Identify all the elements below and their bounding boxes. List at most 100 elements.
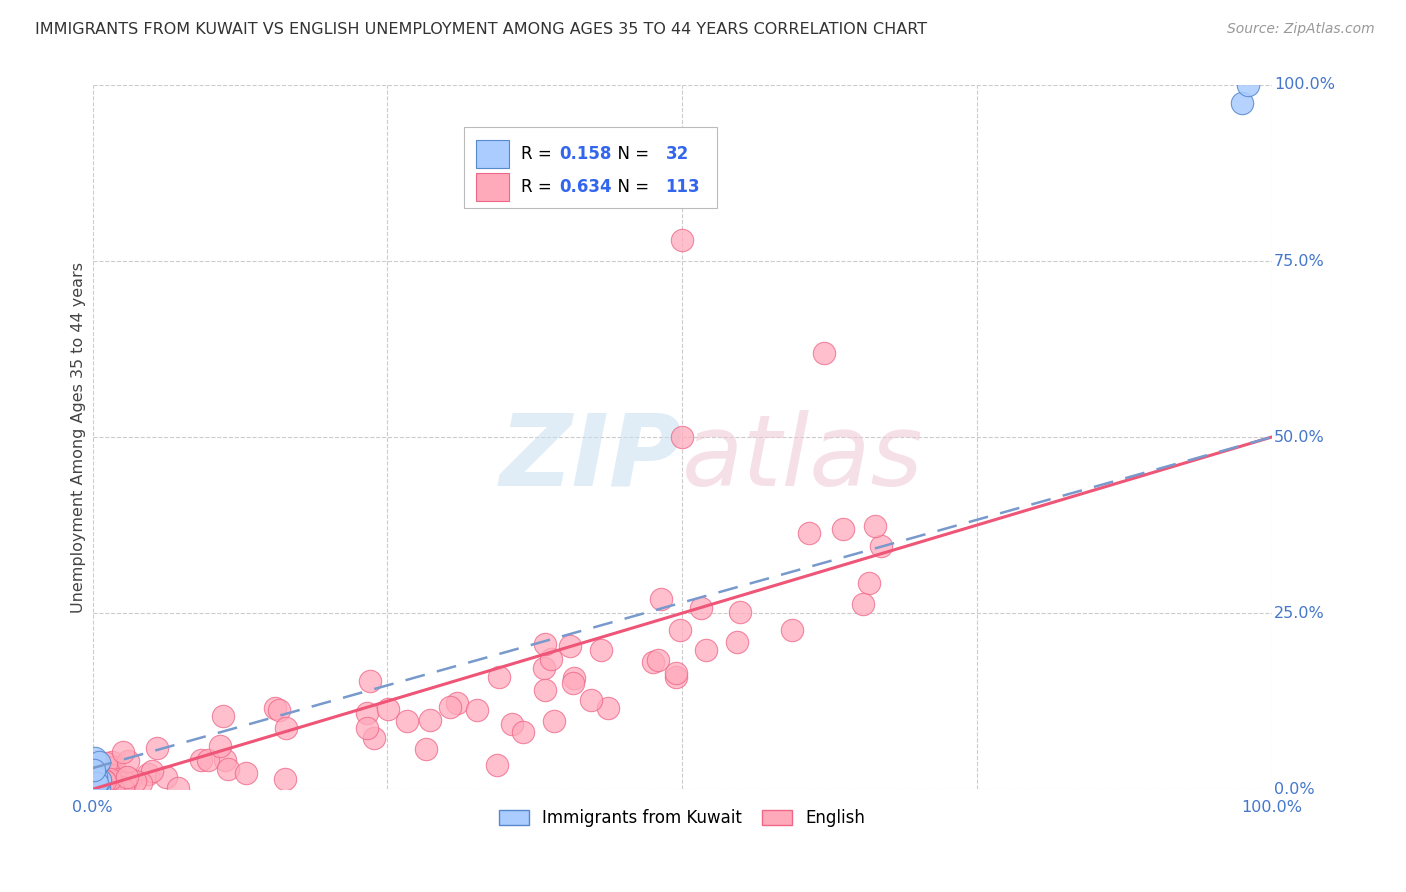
Point	[141, 764, 163, 778]
Point	[114, 774, 136, 789]
Point	[90, 776, 112, 790]
Point	[512, 724, 534, 739]
Point	[852, 597, 875, 611]
Point	[419, 713, 441, 727]
Point	[214, 753, 236, 767]
Point	[377, 702, 399, 716]
Point	[94, 779, 117, 793]
Point	[91, 778, 114, 792]
Text: IMMIGRANTS FROM KUWAIT VS ENGLISH UNEMPLOYMENT AMONG AGES 35 TO 44 YEARS CORRELA: IMMIGRANTS FROM KUWAIT VS ENGLISH UNEMPL…	[35, 22, 928, 37]
Point	[488, 670, 510, 684]
Point	[97, 776, 120, 790]
Point	[534, 637, 557, 651]
Point	[155, 770, 177, 784]
Point	[439, 699, 461, 714]
Point	[82, 767, 104, 781]
Point	[465, 703, 488, 717]
Point	[86, 779, 108, 793]
Point	[84, 775, 107, 789]
Point	[84, 772, 107, 787]
Text: 75.0%: 75.0%	[1274, 253, 1324, 268]
Point	[267, 703, 290, 717]
Point	[561, 676, 583, 690]
Point	[540, 652, 562, 666]
Point	[359, 673, 381, 688]
Point	[870, 539, 893, 553]
Point	[94, 773, 117, 788]
Point	[91, 768, 114, 782]
Point	[97, 781, 120, 796]
Point	[533, 661, 555, 675]
Point	[813, 345, 835, 359]
Point	[668, 624, 690, 638]
Point	[208, 739, 231, 754]
Point	[118, 772, 141, 787]
Point	[695, 643, 717, 657]
Point	[87, 780, 110, 795]
Point	[558, 639, 581, 653]
Point	[86, 773, 108, 788]
Point	[104, 768, 127, 782]
Point	[363, 731, 385, 745]
Point	[96, 780, 118, 794]
Point	[124, 773, 146, 788]
Point	[83, 760, 105, 774]
Point	[534, 683, 557, 698]
Point	[665, 666, 688, 681]
Text: N =: N =	[606, 178, 654, 196]
Point	[356, 706, 378, 720]
Text: R =: R =	[520, 145, 557, 163]
Point	[863, 518, 886, 533]
Point	[87, 755, 110, 769]
Point	[84, 771, 107, 785]
Point	[89, 759, 111, 773]
FancyBboxPatch shape	[475, 140, 509, 168]
Point	[84, 780, 107, 795]
Point	[832, 522, 855, 536]
Point	[647, 653, 669, 667]
Point	[84, 760, 107, 774]
Point	[543, 714, 565, 729]
Point	[146, 741, 169, 756]
Point	[100, 756, 122, 770]
Point	[83, 764, 105, 778]
Point	[86, 756, 108, 771]
Point	[858, 576, 880, 591]
Point	[136, 766, 159, 780]
Point	[101, 781, 124, 796]
Point	[446, 696, 468, 710]
Point	[396, 714, 419, 729]
Text: 32: 32	[665, 145, 689, 163]
Point	[87, 781, 110, 796]
Point	[104, 777, 127, 791]
Point	[93, 781, 115, 796]
FancyBboxPatch shape	[475, 173, 509, 202]
Point	[197, 753, 219, 767]
Point	[93, 772, 115, 787]
Point	[598, 700, 620, 714]
Point	[111, 745, 134, 759]
Point	[96, 775, 118, 789]
Point	[94, 756, 117, 770]
Point	[111, 781, 134, 796]
Point	[84, 772, 107, 786]
Point	[579, 692, 602, 706]
Point	[90, 774, 112, 789]
Point	[104, 772, 127, 787]
Point	[671, 233, 693, 247]
Point	[83, 774, 105, 789]
Text: atlas: atlas	[682, 409, 924, 507]
Point	[591, 643, 613, 657]
Point	[797, 526, 820, 541]
Point	[274, 721, 297, 735]
FancyBboxPatch shape	[464, 128, 717, 208]
Point	[84, 772, 107, 786]
Text: ZIP: ZIP	[499, 409, 682, 507]
Point	[89, 756, 111, 770]
Point	[117, 754, 139, 768]
Point	[415, 741, 437, 756]
Text: 100.0%: 100.0%	[1241, 800, 1302, 814]
Text: R =: R =	[520, 178, 557, 196]
Point	[84, 777, 107, 791]
Point	[84, 776, 107, 790]
